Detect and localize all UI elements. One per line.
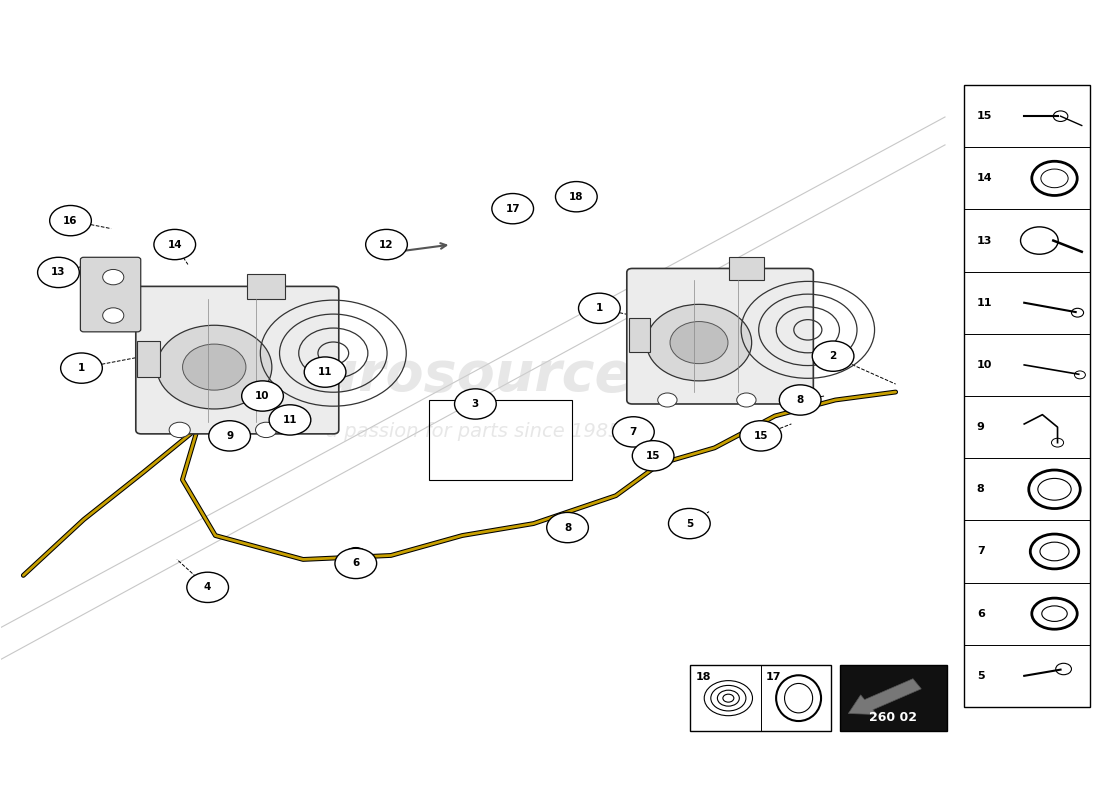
Text: 14: 14 [167, 239, 183, 250]
Circle shape [169, 422, 190, 438]
Circle shape [613, 417, 654, 447]
Text: 18: 18 [569, 192, 584, 202]
Text: 8: 8 [977, 484, 985, 494]
Text: 260 02: 260 02 [869, 711, 917, 724]
Circle shape [365, 230, 407, 260]
Bar [429, 400, 572, 480]
Circle shape [344, 547, 366, 563]
Text: 9: 9 [226, 431, 233, 441]
Circle shape [37, 258, 79, 287]
FancyBboxPatch shape [135, 286, 339, 434]
Text: a passion for parts since 1985: a passion for parts since 1985 [326, 422, 620, 442]
FancyBboxPatch shape [80, 258, 141, 332]
Circle shape [740, 421, 781, 451]
Text: 4: 4 [204, 582, 211, 592]
Circle shape [547, 513, 589, 542]
Text: 11: 11 [977, 298, 992, 308]
Text: 5: 5 [685, 518, 693, 529]
Circle shape [154, 230, 196, 260]
Circle shape [183, 344, 246, 390]
Text: 7: 7 [977, 546, 985, 557]
Text: 6: 6 [977, 609, 985, 618]
Circle shape [60, 353, 102, 383]
Circle shape [270, 405, 311, 435]
Text: 17: 17 [767, 672, 782, 682]
Text: 10: 10 [977, 360, 992, 370]
Bar [691, 666, 830, 731]
Circle shape [669, 509, 711, 538]
Text: 15: 15 [977, 111, 992, 121]
Circle shape [50, 206, 91, 236]
Text: 8: 8 [796, 395, 804, 405]
Circle shape [632, 441, 674, 471]
Circle shape [492, 194, 534, 224]
Circle shape [779, 385, 821, 415]
Circle shape [102, 308, 124, 323]
FancyArrow shape [848, 678, 921, 714]
Text: 11: 11 [283, 415, 297, 425]
Text: 2: 2 [829, 351, 837, 361]
Circle shape [187, 572, 229, 602]
Text: eurosources: eurosources [282, 349, 666, 403]
Text: 11: 11 [318, 367, 332, 377]
Text: 17: 17 [505, 204, 520, 214]
Circle shape [156, 326, 272, 409]
Circle shape [454, 389, 496, 419]
Circle shape [812, 341, 854, 371]
Text: 6: 6 [352, 558, 360, 569]
Text: 14: 14 [977, 174, 992, 183]
Circle shape [737, 393, 756, 407]
Text: 1: 1 [596, 303, 603, 314]
Text: 10: 10 [255, 391, 270, 401]
Text: 5: 5 [977, 671, 985, 681]
Text: 18: 18 [696, 672, 712, 682]
Text: 13: 13 [977, 235, 992, 246]
Circle shape [670, 322, 728, 364]
Text: 1: 1 [78, 363, 85, 373]
Circle shape [579, 293, 620, 323]
Circle shape [556, 182, 597, 212]
Bar [964, 85, 1090, 707]
Bar [138, 341, 161, 377]
Text: 8: 8 [564, 522, 571, 533]
Text: 13: 13 [52, 267, 66, 278]
FancyBboxPatch shape [627, 269, 813, 404]
Text: 15: 15 [646, 451, 660, 461]
Bar [839, 666, 947, 731]
Text: 7: 7 [629, 427, 637, 437]
Circle shape [209, 421, 251, 451]
Bar [629, 318, 650, 351]
Text: 9: 9 [977, 422, 985, 432]
Text: 15: 15 [754, 431, 768, 441]
Text: 12: 12 [379, 239, 394, 250]
Circle shape [647, 304, 751, 381]
Circle shape [305, 357, 345, 387]
Circle shape [255, 422, 277, 438]
Bar [246, 274, 285, 298]
Circle shape [242, 381, 284, 411]
Text: 3: 3 [472, 399, 478, 409]
Circle shape [658, 393, 678, 407]
Circle shape [102, 270, 124, 285]
Bar [729, 257, 764, 280]
Text: 16: 16 [64, 216, 78, 226]
Circle shape [334, 548, 376, 578]
